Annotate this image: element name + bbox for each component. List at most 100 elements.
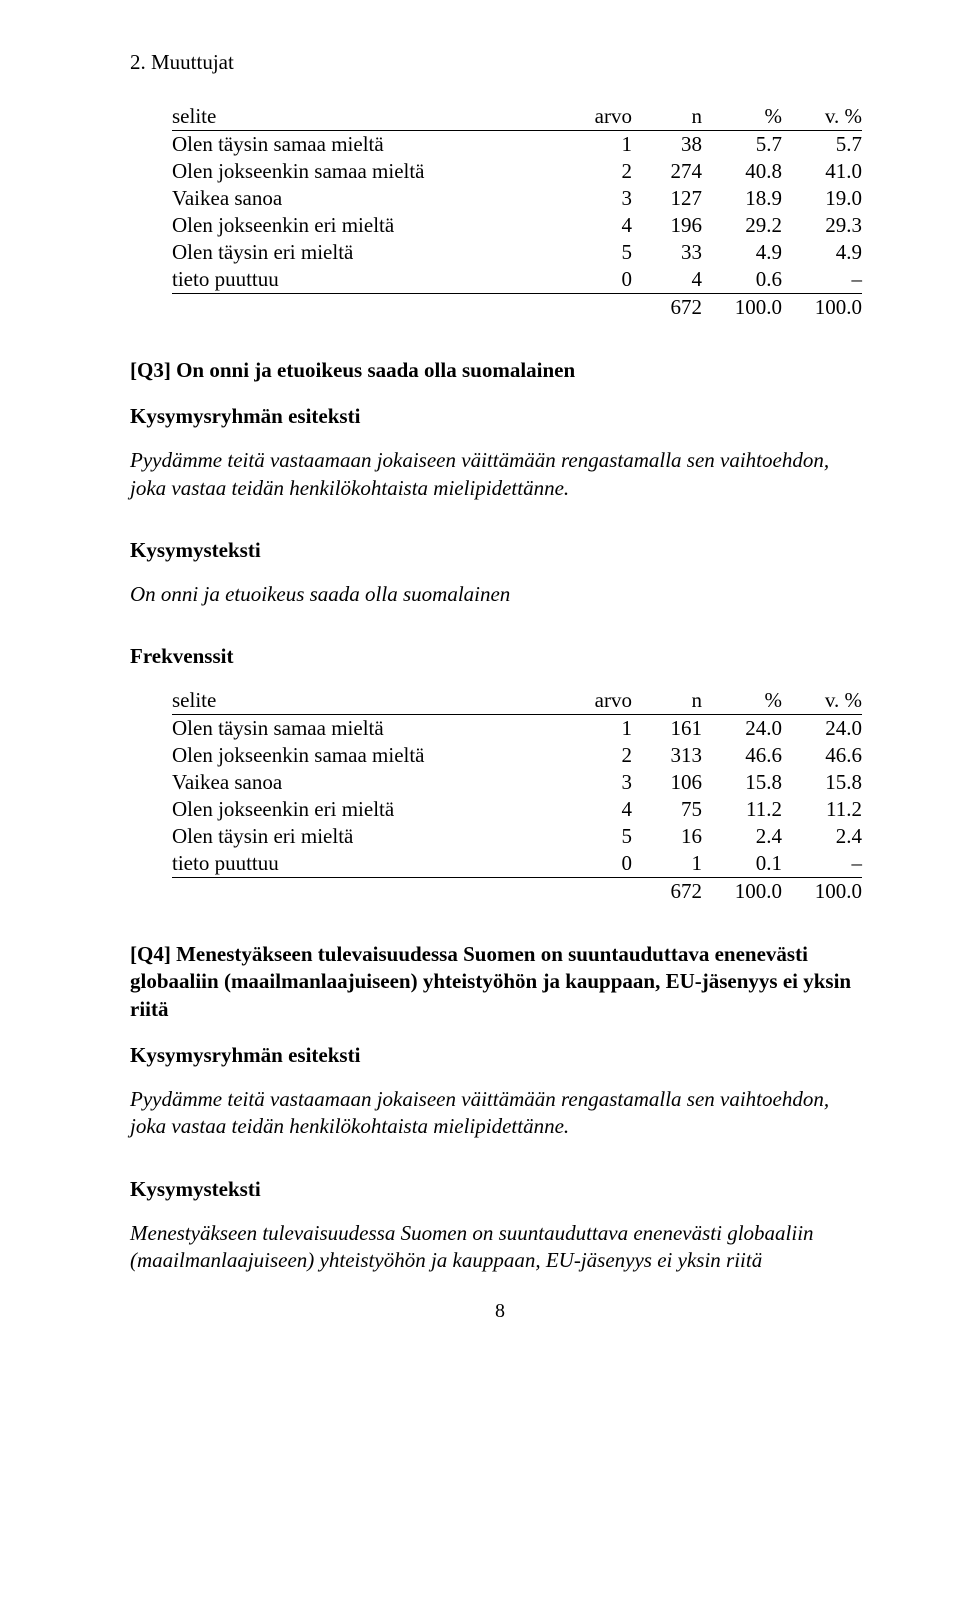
cell-n: 161 (632, 715, 702, 743)
cell-arvo: 0 (562, 266, 632, 294)
col-header-arvo: arvo (562, 103, 632, 131)
cell-arvo: 1 (562, 715, 632, 743)
table-row: Olen jokseenkin eri mieltä47511.211.2 (172, 796, 862, 823)
table-row: Olen jokseenkin eri mieltä419629.229.3 (172, 212, 862, 239)
col-header-pct: % (702, 687, 782, 715)
cell-n: 33 (632, 239, 702, 266)
cell-arvo: 1 (562, 131, 632, 159)
cell-pct: 11.2 (702, 796, 782, 823)
cell-vpct: – (782, 850, 862, 878)
cell-arvo: 3 (562, 185, 632, 212)
cell-blank (562, 878, 632, 906)
cell-label: tieto puuttuu (172, 850, 562, 878)
q4-question-body: Menestyäkseen tulevaisuudessa Suomen on … (130, 1220, 870, 1275)
table-row: tieto puuttuu010.1– (172, 850, 862, 878)
table-row: Olen jokseenkin samaa mieltä231346.646.6 (172, 742, 862, 769)
cell-pct: 0.6 (702, 266, 782, 294)
cell-n: 16 (632, 823, 702, 850)
q4-group-body: Pyydämme teitä vastaamaan jokaiseen väit… (130, 1086, 870, 1141)
col-header-selite: selite (172, 103, 562, 131)
cell-vpct: 2.4 (782, 823, 862, 850)
table-body: Olen täysin samaa mieltä116124.024.0Olen… (172, 715, 862, 906)
cell-arvo: 5 (562, 239, 632, 266)
cell-n: 196 (632, 212, 702, 239)
cell-vpct: 41.0 (782, 158, 862, 185)
cell-arvo: 3 (562, 769, 632, 796)
cell-pct: 24.0 (702, 715, 782, 743)
cell-vpct: 4.9 (782, 239, 862, 266)
cell-vpct: 11.2 (782, 796, 862, 823)
cell-arvo: 2 (562, 742, 632, 769)
cell-pct: 15.8 (702, 769, 782, 796)
table-header-row: selite arvo n % v. % (172, 103, 862, 131)
cell-pct: 4.9 (702, 239, 782, 266)
col-header-n: n (632, 687, 702, 715)
cell-n: 38 (632, 131, 702, 159)
table-row: Vaikea sanoa312718.919.0 (172, 185, 862, 212)
cell-label: Olen täysin eri mieltä (172, 239, 562, 266)
q3-group-body: Pyydämme teitä vastaamaan jokaiseen väit… (130, 447, 870, 502)
cell-vpct: 19.0 (782, 185, 862, 212)
cell-n: 4 (632, 266, 702, 294)
col-header-vpct: v. % (782, 687, 862, 715)
cell-pct: 5.7 (702, 131, 782, 159)
table-row: Olen täysin samaa mieltä116124.024.0 (172, 715, 862, 743)
table-body: Olen täysin samaa mieltä1385.75.7Olen jo… (172, 131, 862, 322)
table-total-row: 672100.0100.0 (172, 878, 862, 906)
q3-group-heading: Kysymysryhmän esiteksti (130, 404, 870, 429)
cell-arvo: 5 (562, 823, 632, 850)
cell-vpct: – (782, 266, 862, 294)
cell-total-vpct: 100.0 (782, 294, 862, 322)
cell-vpct: 24.0 (782, 715, 862, 743)
cell-blank (172, 878, 562, 906)
cell-total-n: 672 (632, 878, 702, 906)
cell-arvo: 2 (562, 158, 632, 185)
document-page: 2. Muuttujat selite arvo n % v. % Olen t… (0, 0, 960, 1363)
cell-label: Vaikea sanoa (172, 769, 562, 796)
cell-pct: 2.4 (702, 823, 782, 850)
q4-group-heading: Kysymysryhmän esiteksti (130, 1043, 870, 1068)
cell-n: 106 (632, 769, 702, 796)
q3-question-heading: Kysymysteksti (130, 538, 870, 563)
cell-vpct: 29.3 (782, 212, 862, 239)
frequency-table-2: selite arvo n % v. % Olen täysin samaa m… (172, 687, 862, 905)
cell-total-vpct: 100.0 (782, 878, 862, 906)
table-row: Vaikea sanoa310615.815.8 (172, 769, 862, 796)
cell-label: Olen täysin eri mieltä (172, 823, 562, 850)
col-header-n: n (632, 103, 702, 131)
section-header: 2. Muuttujat (130, 50, 870, 75)
q4-question-heading: Kysymysteksti (130, 1177, 870, 1202)
cell-n: 313 (632, 742, 702, 769)
cell-blank (172, 294, 562, 322)
q3-question-body: On onni ja etuoikeus saada olla suomalai… (130, 581, 870, 608)
cell-arvo: 4 (562, 796, 632, 823)
col-header-vpct: v. % (782, 103, 862, 131)
col-header-arvo: arvo (562, 687, 632, 715)
cell-total-pct: 100.0 (702, 878, 782, 906)
cell-n: 274 (632, 158, 702, 185)
table-total-row: 672100.0100.0 (172, 294, 862, 322)
cell-pct: 18.9 (702, 185, 782, 212)
frequency-table-1: selite arvo n % v. % Olen täysin samaa m… (172, 103, 862, 321)
cell-pct: 46.6 (702, 742, 782, 769)
cell-label: Olen jokseenkin eri mieltä (172, 212, 562, 239)
cell-n: 1 (632, 850, 702, 878)
table-row: Olen täysin eri mieltä5334.94.9 (172, 239, 862, 266)
cell-label: Olen täysin samaa mieltä (172, 715, 562, 743)
page-number: 8 (130, 1300, 870, 1323)
cell-label: Olen jokseenkin samaa mieltä (172, 158, 562, 185)
cell-arvo: 0 (562, 850, 632, 878)
col-header-pct: % (702, 103, 782, 131)
q3-title: [Q3] On onni ja etuoikeus saada olla suo… (130, 357, 870, 384)
cell-blank (562, 294, 632, 322)
table-row: Olen jokseenkin samaa mieltä227440.841.0 (172, 158, 862, 185)
cell-vpct: 46.6 (782, 742, 862, 769)
cell-pct: 0.1 (702, 850, 782, 878)
cell-n: 127 (632, 185, 702, 212)
cell-vpct: 5.7 (782, 131, 862, 159)
cell-label: tieto puuttuu (172, 266, 562, 294)
cell-total-pct: 100.0 (702, 294, 782, 322)
cell-pct: 29.2 (702, 212, 782, 239)
cell-vpct: 15.8 (782, 769, 862, 796)
cell-label: Vaikea sanoa (172, 185, 562, 212)
